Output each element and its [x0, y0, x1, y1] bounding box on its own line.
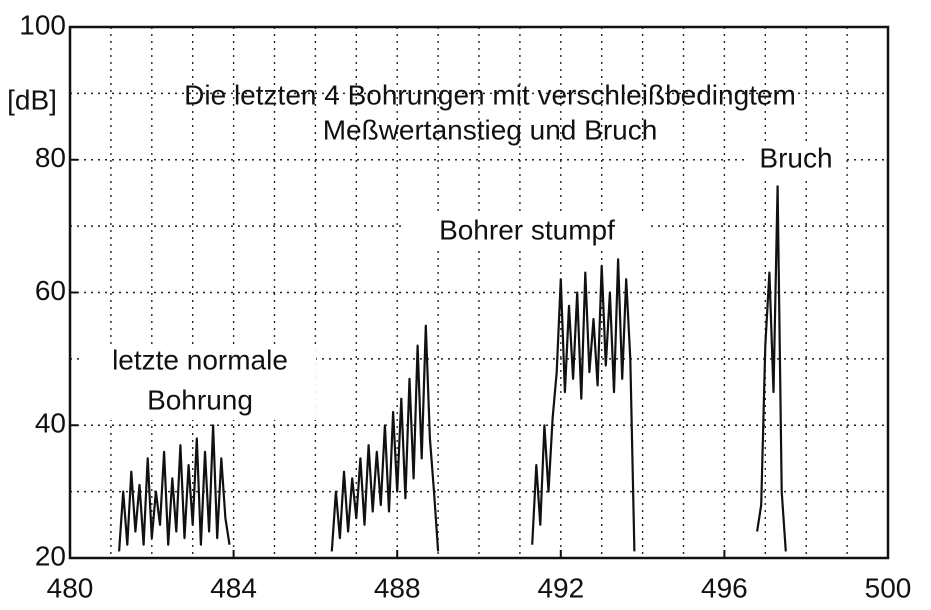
y-axis-label: [dB]	[7, 84, 57, 115]
chart-title: Meßwertanstieg und Bruch	[323, 114, 658, 145]
annotation: Bohrer stumpf	[439, 214, 615, 245]
label-background	[404, 214, 650, 250]
annotation: Bohrung	[147, 384, 253, 415]
label-background	[84, 344, 316, 420]
x-tick-label: 484	[210, 572, 257, 603]
y-tick-label: 80	[35, 142, 66, 173]
x-tick-label: 480	[47, 572, 94, 603]
x-tick-label: 500	[865, 572, 912, 603]
x-tick-label: 492	[537, 572, 584, 603]
annotation: letzte normale	[112, 344, 288, 375]
signal-line	[118, 185, 787, 552]
y-tick-label: 40	[35, 408, 66, 439]
chart-title: Die letzten 4 Bohrungen mit verschleißbe…	[184, 79, 796, 110]
y-tick-label: 20	[35, 540, 66, 571]
x-tick-label: 496	[701, 572, 748, 603]
label-background	[748, 142, 844, 178]
y-tick-label: 60	[35, 275, 66, 306]
y-tick-label: 100	[19, 9, 66, 40]
x-tick-label: 488	[374, 572, 421, 603]
annotation: Bruch	[759, 142, 832, 173]
